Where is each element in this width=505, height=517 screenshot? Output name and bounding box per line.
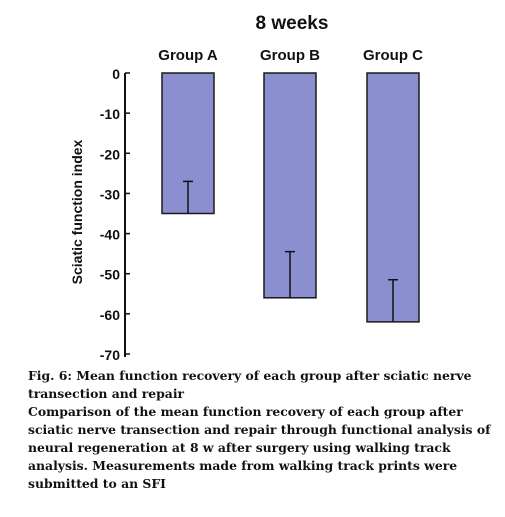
y-tick-label: -60 — [100, 307, 120, 323]
y-tick-label: -40 — [100, 227, 120, 243]
y-tick-label: -50 — [100, 267, 120, 283]
caption-title: Fig. 6: Mean function recovery of each g… — [28, 368, 472, 401]
bar-chart: 8 weeks Sciatic function index 0 -10 -20 -3… — [69, 13, 423, 363]
category-label: Group B — [260, 47, 320, 64]
y-tick-label: -10 — [100, 106, 120, 122]
category-label: Group A — [158, 47, 218, 64]
category-label: Group C — [363, 47, 423, 64]
y-tick-label: 0 — [112, 66, 120, 82]
y-tick-label: -30 — [100, 186, 120, 202]
caption-body: Comparison of the mean function recovery… — [28, 404, 491, 491]
figure-caption: Fig. 6: Mean function recovery of each g… — [28, 367, 498, 493]
y-axis-label: Sciatic function index — [69, 139, 85, 284]
y-tick-label: -70 — [100, 347, 120, 363]
y-tick-label: -20 — [100, 146, 120, 162]
chart-title: 8 weeks — [256, 13, 329, 34]
